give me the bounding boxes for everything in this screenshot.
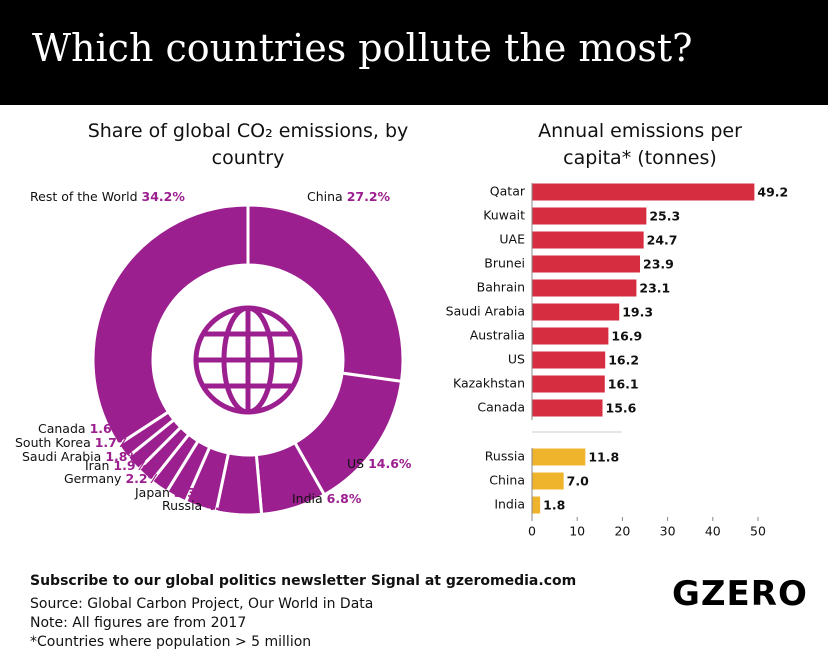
segment-value: 2.2% <box>125 471 160 486</box>
x-tick-label: 0 <box>528 524 536 539</box>
donut-segment <box>91 203 250 447</box>
bar-category: Canada <box>477 400 525 415</box>
segment-name: China <box>307 189 343 204</box>
bar-value: 15.6 <box>606 401 637 416</box>
segment-name: Saudi Arabia <box>22 449 101 464</box>
header: Which countries pollute the most? <box>0 0 828 105</box>
bar-category: UAE <box>499 232 525 247</box>
bar-category: China <box>489 473 525 488</box>
donut-segment <box>246 203 405 384</box>
segment-label: Japan 3.3% <box>134 485 209 500</box>
segment-value: 3.3% <box>174 485 209 500</box>
bar-value: 1.8 <box>543 498 565 513</box>
bar <box>532 279 637 297</box>
bar-category: Qatar <box>490 184 526 199</box>
bar-category: Bahrain <box>477 280 525 295</box>
bar-title: Annual emissions per capita* (tonnes) <box>538 120 742 169</box>
bar-value: 25.3 <box>649 209 680 224</box>
bar-category: US <box>508 352 525 367</box>
segment-label: US 14.6% <box>347 456 412 471</box>
segment-value: 1.8% <box>105 449 140 464</box>
bar-value: 19.3 <box>622 305 653 320</box>
bar <box>532 472 564 490</box>
bar <box>532 375 605 393</box>
segment-name: Rest of the World <box>30 189 138 204</box>
bar-category: India <box>494 497 525 512</box>
segment-label: South Korea 1.7% <box>15 435 130 450</box>
segment-label: Iran 1.9% <box>85 458 149 473</box>
bar <box>532 327 609 345</box>
segment-name: Germany <box>64 471 122 486</box>
bar <box>532 496 541 514</box>
segment-name: South Korea <box>15 435 91 450</box>
segment-value: 1.9% <box>113 458 148 473</box>
segment-name: Iran <box>85 458 109 473</box>
bar <box>532 448 586 466</box>
bar-category: Brunei <box>484 256 525 271</box>
segment-value: 27.2% <box>347 189 391 204</box>
segment-value: 6.8% <box>327 491 362 506</box>
x-tick-label: 40 <box>705 524 721 539</box>
bar <box>532 207 647 225</box>
bar <box>532 231 644 249</box>
bar <box>532 183 755 201</box>
segment-label: Rest of the World 34.2% <box>30 189 185 204</box>
logo: GZERO <box>672 574 808 614</box>
segment-name: Japan <box>134 485 170 500</box>
bar-category: Saudi Arabia <box>446 304 525 319</box>
segment-name: US <box>347 456 364 471</box>
segment-value: 1.6% <box>90 421 125 436</box>
x-tick-label: 20 <box>614 524 630 539</box>
segment-label: Germany 2.2% <box>64 471 161 486</box>
segment-label: Russia 4.7% <box>162 498 241 513</box>
bar-category: Kuwait <box>483 208 525 223</box>
segment-name: Canada <box>38 421 86 436</box>
donut-title: Share of global CO₂ emissions, by countr… <box>87 120 409 169</box>
x-tick-label: 10 <box>569 524 585 539</box>
page-title: Which countries pollute the most? <box>32 26 693 70</box>
bar-value: 16.1 <box>608 377 639 392</box>
segment-value: 1.7% <box>95 435 130 450</box>
footer-footnote: *Countries where population > 5 million <box>30 634 312 650</box>
bar <box>532 399 603 417</box>
bar-value: 16.9 <box>611 329 642 344</box>
segment-label: India 6.8% <box>292 491 362 506</box>
bar-value: 16.2 <box>608 353 639 368</box>
bar-value: 24.7 <box>647 233 678 248</box>
bar-value: 49.2 <box>757 185 788 200</box>
segment-label: Saudi Arabia 1.8% <box>22 449 140 464</box>
bar-category: Australia <box>470 328 525 343</box>
segment-name: India <box>292 491 323 506</box>
bar-category: Russia <box>485 449 525 464</box>
bar-value: 7.0 <box>567 474 589 489</box>
bar-value: 11.8 <box>588 450 619 465</box>
x-tick-label: 30 <box>660 524 676 539</box>
footer-source: Source: Global Carbon Project, Our World… <box>30 596 374 612</box>
segment-label: China 27.2% <box>307 189 391 204</box>
bar-value: 23.1 <box>639 281 670 296</box>
x-tick-label: 50 <box>750 524 766 539</box>
segment-label: Canada 1.6% <box>38 421 125 436</box>
segment-value: 14.6% <box>368 456 412 471</box>
bar <box>532 255 641 273</box>
segment-value: 4.7% <box>206 498 241 513</box>
bar-category: Kazakhstan <box>453 376 525 391</box>
bar <box>532 351 606 369</box>
globe-icon <box>193 305 303 415</box>
segment-value: 34.2% <box>142 189 186 204</box>
bar <box>532 303 620 321</box>
segment-name: Russia <box>162 498 202 513</box>
footer-note: Note: All figures are from 2017 <box>30 615 247 631</box>
footer-subscribe: Subscribe to our global politics newslet… <box>30 573 577 589</box>
bar-value: 23.9 <box>643 257 674 272</box>
